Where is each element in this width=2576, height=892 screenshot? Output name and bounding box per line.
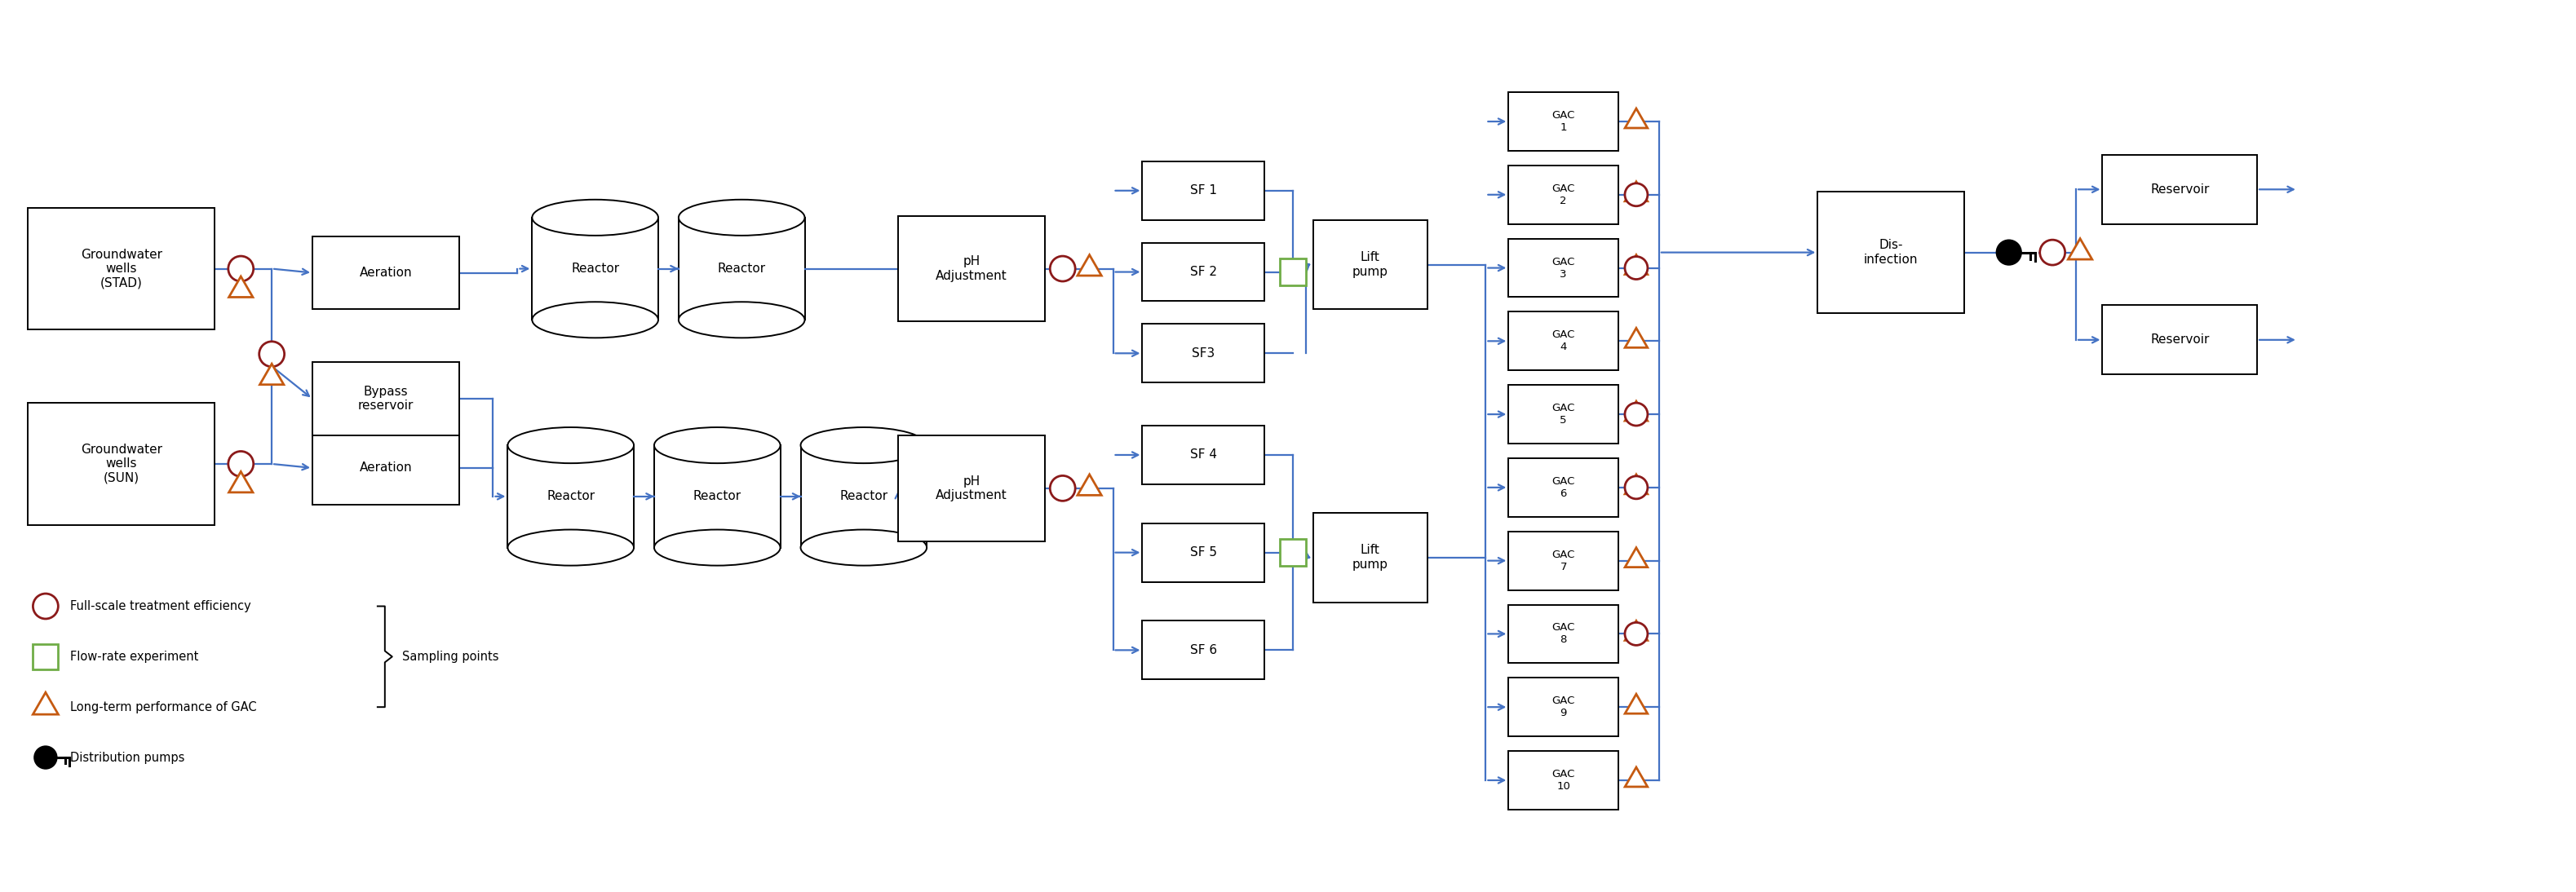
FancyBboxPatch shape [1510, 605, 1618, 663]
Circle shape [1625, 184, 1649, 206]
Ellipse shape [654, 530, 781, 566]
Text: GAC
4: GAC 4 [1551, 330, 1574, 352]
Circle shape [1051, 475, 1074, 501]
FancyBboxPatch shape [1141, 161, 1265, 220]
FancyBboxPatch shape [1510, 165, 1618, 224]
Text: Reservoir: Reservoir [2151, 334, 2210, 346]
Ellipse shape [533, 200, 659, 235]
Circle shape [260, 342, 283, 367]
Text: GAC
7: GAC 7 [1551, 549, 1574, 572]
FancyBboxPatch shape [2102, 305, 2257, 375]
Circle shape [229, 256, 252, 281]
Circle shape [1625, 623, 1649, 645]
FancyBboxPatch shape [1314, 220, 1427, 310]
Text: GAC
8: GAC 8 [1551, 623, 1574, 645]
Ellipse shape [801, 530, 927, 566]
FancyBboxPatch shape [801, 445, 927, 548]
FancyBboxPatch shape [1141, 425, 1265, 484]
Circle shape [1625, 403, 1649, 425]
Ellipse shape [654, 427, 781, 463]
Text: pH
Adjustment: pH Adjustment [935, 475, 1007, 501]
Text: Aeration: Aeration [358, 462, 412, 474]
Text: Full-scale treatment efficiency: Full-scale treatment efficiency [70, 600, 250, 612]
FancyBboxPatch shape [1510, 532, 1618, 590]
FancyBboxPatch shape [1314, 513, 1427, 602]
Circle shape [2040, 240, 2066, 265]
Text: Reactor: Reactor [572, 262, 618, 275]
Text: Groundwater
wells
(SUN): Groundwater wells (SUN) [80, 443, 162, 484]
FancyBboxPatch shape [2102, 155, 2257, 224]
Text: Long-term performance of GAC: Long-term performance of GAC [70, 701, 258, 714]
Ellipse shape [507, 427, 634, 463]
Text: Reactor: Reactor [693, 491, 742, 502]
FancyBboxPatch shape [899, 435, 1046, 541]
FancyBboxPatch shape [312, 362, 459, 435]
Circle shape [1625, 257, 1649, 279]
Text: Lift
pump: Lift pump [1352, 544, 1388, 571]
Text: GAC
3: GAC 3 [1551, 257, 1574, 279]
Text: Lift
pump: Lift pump [1352, 252, 1388, 277]
FancyBboxPatch shape [507, 445, 634, 548]
FancyBboxPatch shape [1510, 385, 1618, 443]
Text: GAC
6: GAC 6 [1551, 476, 1574, 499]
FancyBboxPatch shape [312, 432, 459, 505]
FancyBboxPatch shape [1141, 621, 1265, 680]
Text: Dis-
infection: Dis- infection [1865, 239, 1919, 266]
Circle shape [33, 593, 59, 619]
FancyBboxPatch shape [1141, 324, 1265, 383]
Ellipse shape [507, 530, 634, 566]
Text: GAC
10: GAC 10 [1551, 769, 1574, 792]
Text: SF 2: SF 2 [1190, 266, 1216, 278]
FancyBboxPatch shape [1510, 92, 1618, 151]
Text: SF3: SF3 [1193, 347, 1216, 359]
Text: SF 6: SF 6 [1190, 644, 1216, 657]
FancyBboxPatch shape [1510, 312, 1618, 370]
Text: Sampling points: Sampling points [402, 650, 500, 663]
FancyBboxPatch shape [1819, 192, 1963, 313]
FancyBboxPatch shape [899, 216, 1046, 322]
Text: Reactor: Reactor [719, 262, 765, 275]
Text: Distribution pumps: Distribution pumps [70, 751, 185, 764]
Circle shape [229, 451, 252, 476]
Text: pH
Adjustment: pH Adjustment [935, 255, 1007, 282]
FancyBboxPatch shape [1510, 458, 1618, 516]
FancyBboxPatch shape [1510, 678, 1618, 736]
Text: Reactor: Reactor [546, 491, 595, 502]
Text: Reservoir: Reservoir [2151, 183, 2210, 195]
Ellipse shape [801, 427, 927, 463]
Ellipse shape [533, 301, 659, 338]
FancyBboxPatch shape [677, 218, 804, 320]
Text: Flow-rate experiment: Flow-rate experiment [70, 650, 198, 663]
FancyBboxPatch shape [654, 445, 781, 548]
FancyBboxPatch shape [1510, 751, 1618, 810]
FancyBboxPatch shape [1141, 243, 1265, 301]
Text: Bypass
reservoir: Bypass reservoir [358, 385, 415, 412]
Text: GAC
2: GAC 2 [1551, 183, 1574, 206]
Ellipse shape [677, 301, 804, 338]
Text: Groundwater
wells
(STAD): Groundwater wells (STAD) [80, 248, 162, 289]
FancyBboxPatch shape [1510, 239, 1618, 297]
Text: GAC
5: GAC 5 [1551, 403, 1574, 425]
Ellipse shape [677, 200, 804, 235]
FancyBboxPatch shape [533, 218, 659, 320]
Text: SF 5: SF 5 [1190, 547, 1216, 558]
FancyBboxPatch shape [312, 236, 459, 310]
Text: GAC
9: GAC 9 [1551, 696, 1574, 718]
Circle shape [1625, 476, 1649, 499]
Text: Reactor: Reactor [840, 491, 889, 502]
FancyBboxPatch shape [33, 644, 59, 669]
Text: SF 4: SF 4 [1190, 449, 1216, 461]
FancyBboxPatch shape [1280, 539, 1306, 566]
FancyBboxPatch shape [28, 403, 214, 524]
Text: GAC
1: GAC 1 [1551, 110, 1574, 133]
FancyBboxPatch shape [1280, 259, 1306, 285]
Circle shape [1051, 256, 1074, 281]
Circle shape [1996, 240, 2022, 265]
FancyBboxPatch shape [1141, 524, 1265, 582]
Text: Aeration: Aeration [358, 267, 412, 279]
FancyBboxPatch shape [28, 208, 214, 330]
Text: SF 1: SF 1 [1190, 185, 1216, 197]
Circle shape [33, 747, 57, 769]
